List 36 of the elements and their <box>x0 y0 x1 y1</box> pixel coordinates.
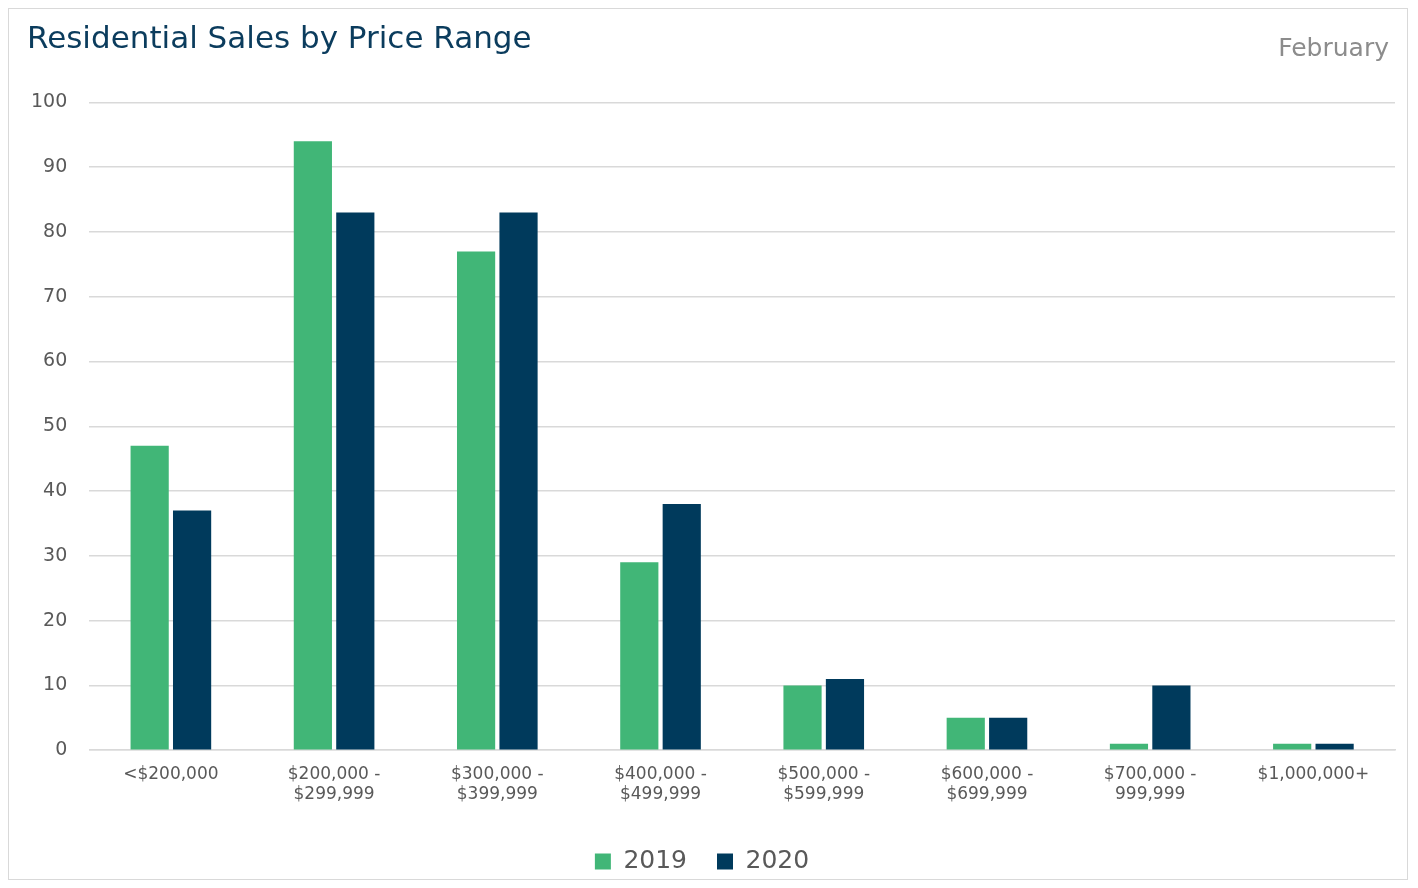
bar <box>173 510 212 750</box>
chart-subtitle: February <box>1278 32 1389 64</box>
bar <box>336 212 375 750</box>
x-tick-label: $1,000,000+ <box>1257 762 1370 783</box>
x-tick-label: $700,000 - 999,999 <box>1103 762 1197 804</box>
x-tick-label: <$200,000 <box>123 762 219 783</box>
y-tick-label: 100 <box>31 89 68 112</box>
bar <box>620 562 659 750</box>
x-tick-label: $400,000 - $499,999 <box>614 762 707 804</box>
x-tick-label: $600,000 - $699,999 <box>940 762 1034 804</box>
bar <box>130 445 169 750</box>
y-tick-label: 90 <box>43 154 68 177</box>
y-tick-label: 30 <box>43 542 68 565</box>
chart-title: Residential Sales by Price Range <box>27 19 532 57</box>
x-tick-label: $500,000 - $599,999 <box>777 762 871 804</box>
y-tick-label: 40 <box>43 478 68 501</box>
y-tick-label: 80 <box>43 218 68 241</box>
bar <box>1152 685 1191 750</box>
y-tick-label: 50 <box>43 413 68 436</box>
legend-label: 2020 <box>745 845 810 874</box>
bar <box>499 212 538 750</box>
bar <box>662 504 701 750</box>
x-tick-label: $300,000 - $399,999 <box>450 762 544 804</box>
bar <box>989 717 1028 750</box>
y-tick-label: 0 <box>55 737 68 760</box>
bar <box>825 678 865 750</box>
bar <box>456 251 496 750</box>
y-tick-label: 10 <box>43 672 68 695</box>
y-tick-label: 20 <box>43 607 68 630</box>
bar <box>293 141 332 750</box>
bar <box>946 717 985 750</box>
x-tick-label: $200,000 - $299,999 <box>287 762 381 804</box>
y-tick-label: 60 <box>43 348 68 371</box>
legend-label: 2019 <box>623 845 687 874</box>
y-tick-label: 70 <box>43 283 68 306</box>
bar <box>783 685 822 750</box>
